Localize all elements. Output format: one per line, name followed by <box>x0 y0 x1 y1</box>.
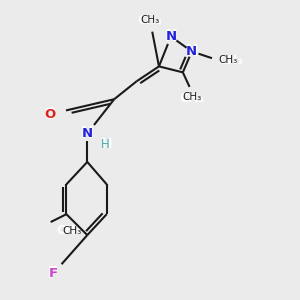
Text: N: N <box>81 126 94 141</box>
Text: O: O <box>44 107 56 122</box>
Text: N: N <box>186 45 197 58</box>
Text: CH₃: CH₃ <box>140 15 160 25</box>
Text: CH₃: CH₃ <box>179 92 204 105</box>
Text: CH₃: CH₃ <box>182 92 201 102</box>
Text: N: N <box>82 127 93 140</box>
Text: H: H <box>101 137 112 151</box>
Text: N: N <box>165 30 176 43</box>
Text: CH₃: CH₃ <box>219 54 244 67</box>
Text: F: F <box>48 267 58 280</box>
Text: H: H <box>101 137 110 151</box>
Text: CH₃: CH₃ <box>137 14 163 27</box>
Text: N: N <box>164 29 177 44</box>
Text: O: O <box>44 108 56 121</box>
Text: F: F <box>48 266 58 281</box>
Text: CH₃: CH₃ <box>56 224 81 237</box>
Text: CH₃: CH₃ <box>219 56 238 65</box>
Text: CH₃: CH₃ <box>62 226 81 236</box>
Text: N: N <box>185 44 198 59</box>
